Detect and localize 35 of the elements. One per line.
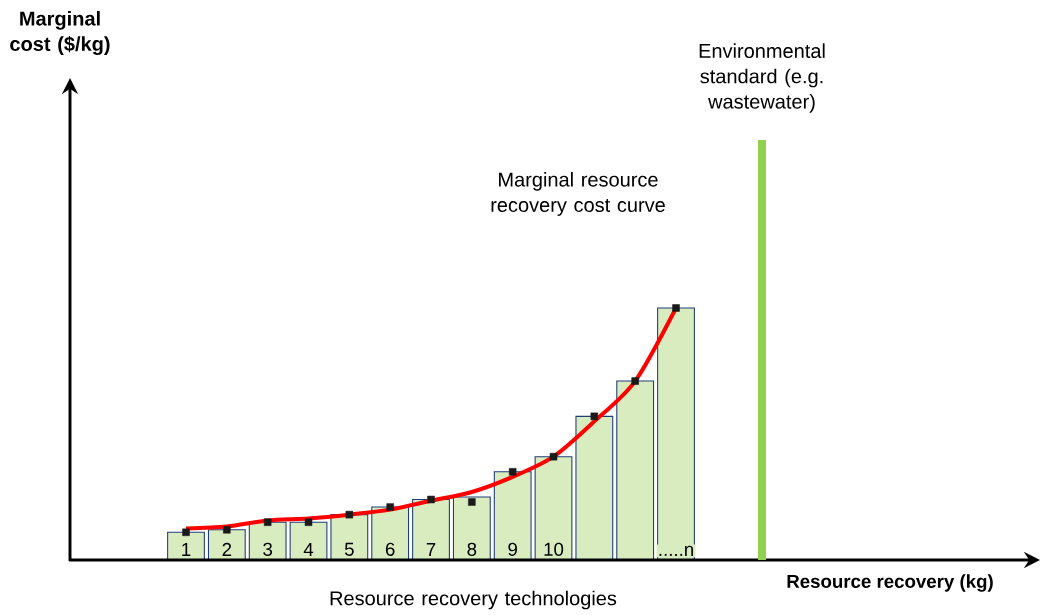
- point: [672, 304, 680, 312]
- x-tick-label: 3: [263, 542, 273, 556]
- x-tick-label: 7: [426, 543, 436, 556]
- bar: [452, 496, 491, 561]
- point: [549, 452, 558, 461]
- text: Resource recovery technologies: [330, 590, 617, 610]
- point: [468, 498, 476, 506]
- point: [223, 526, 231, 534]
- text: Marginal cost ($/kg): [10, 10, 110, 56]
- point: [427, 495, 435, 504]
- bar: [493, 471, 532, 561]
- x-tick-label: 10: [544, 542, 564, 556]
- point: [263, 518, 272, 526]
- x-tick-label: 5: [344, 542, 354, 556]
- bar: [534, 456, 573, 561]
- point: [345, 510, 354, 519]
- bar: [616, 380, 655, 561]
- text: Environmental standard (e.g. wastewater): [699, 43, 825, 113]
- x-tick-label: 6: [385, 542, 395, 556]
- point: [631, 377, 639, 385]
- point: [508, 468, 517, 476]
- x-tick-label: 4: [303, 543, 314, 556]
- bar: [575, 415, 614, 561]
- x-tick-label: .....n: [659, 545, 693, 556]
- x-tick-label: 1: [182, 543, 191, 556]
- point: [182, 528, 190, 537]
- text: Marginal resource recovery cost curve: [491, 172, 665, 216]
- point: [304, 518, 313, 526]
- x-tick-label: 2: [222, 542, 232, 556]
- x-axis-title: Resource recovery (kg): [787, 574, 993, 592]
- bar: [657, 307, 695, 561]
- x-tick-label: 8: [467, 542, 477, 556]
- point: [386, 503, 394, 511]
- point: [590, 412, 599, 421]
- x-tick-label: 9: [508, 542, 517, 556]
